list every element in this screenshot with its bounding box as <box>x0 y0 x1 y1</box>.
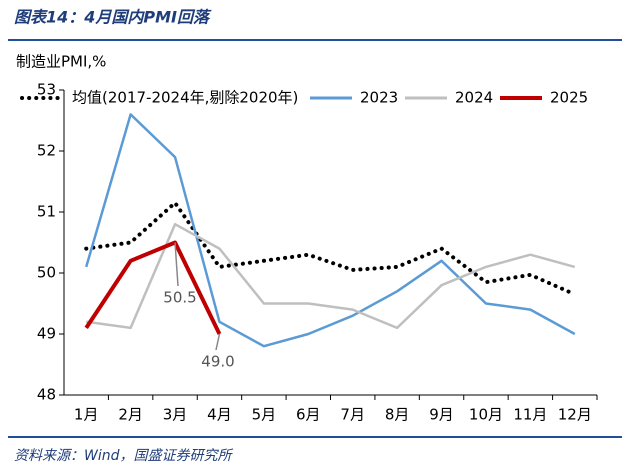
x-tick-label: 7月 <box>340 406 365 424</box>
series-line <box>86 222 576 330</box>
annotation-leader <box>215 333 221 351</box>
x-tick-label: 5月 <box>252 406 277 424</box>
annotation-leader <box>174 242 179 287</box>
series-line <box>84 240 222 335</box>
chart-title: 图表14：4月国内PMI回落 <box>14 8 212 27</box>
y-tick-label: 49 <box>37 325 56 343</box>
x-tick-label: 12月 <box>558 406 592 424</box>
legend-label: 2025 <box>550 89 588 107</box>
x-tick-label: 10月 <box>469 406 503 424</box>
x-tick-label: 8月 <box>385 406 410 424</box>
x-tick-label: 11月 <box>513 406 547 424</box>
series-line <box>85 113 576 348</box>
y-tick-label: 48 <box>37 386 56 404</box>
x-tick-label: 1月 <box>74 406 99 424</box>
x-tick-label: 6月 <box>296 406 321 424</box>
legend-label: 均值(2017-2024年,剔除2020年) <box>72 89 298 107</box>
legend-label: 2024 <box>455 89 493 107</box>
y-tick-label: 53 <box>37 81 56 99</box>
legend-label: 2023 <box>360 89 398 107</box>
x-tick-label: 3月 <box>163 406 188 424</box>
series-line <box>84 200 577 297</box>
x-tick-label: 9月 <box>429 406 454 424</box>
y-tick-label: 52 <box>37 142 56 160</box>
x-tick-label: 4月 <box>207 406 232 424</box>
annotation: 50.5 <box>163 289 196 307</box>
x-tick-label: 2月 <box>118 406 143 424</box>
annotation: 49.0 <box>201 353 234 371</box>
source: 资料来源：Wind，国盛证券研究所 <box>14 448 233 464</box>
y-axis-label: 制造业PMI,% <box>16 53 106 71</box>
y-tick-label: 51 <box>37 203 56 221</box>
y-tick-label: 50 <box>37 264 56 282</box>
